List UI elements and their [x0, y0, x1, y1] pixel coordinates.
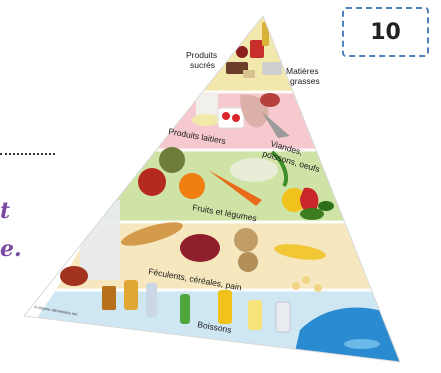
- fruit-veg-items: [138, 147, 334, 220]
- page-number-badge: 10: [342, 7, 429, 57]
- label-matieres: Matières: [286, 66, 319, 76]
- side-text-fragment-1: t: [0, 198, 11, 224]
- dairy-meat-items: [192, 92, 290, 138]
- label-grasses: grasses: [290, 76, 320, 86]
- sweets-fats-items: [226, 22, 282, 78]
- label-produits: Produits: [186, 50, 217, 60]
- dotted-divider: [0, 153, 55, 155]
- side-text-fragment-2: e.: [0, 236, 22, 262]
- label-sucres: sucrés: [190, 60, 215, 70]
